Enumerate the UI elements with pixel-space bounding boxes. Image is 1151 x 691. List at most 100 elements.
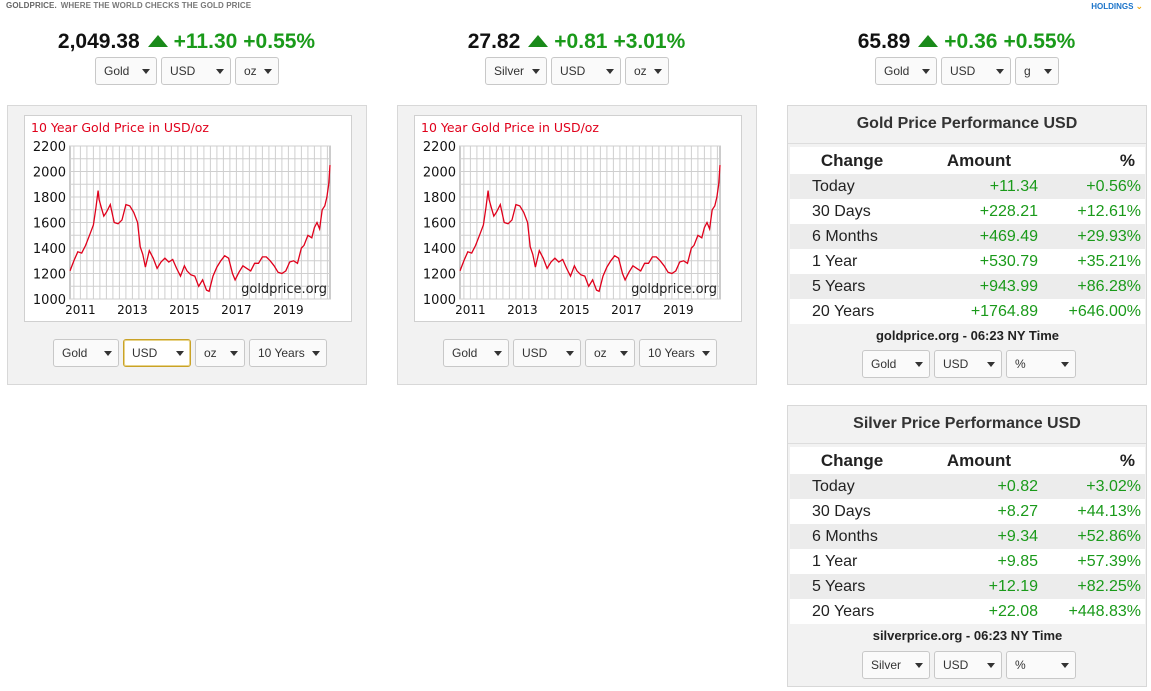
y-tick-label: 1200 (423, 268, 456, 283)
table-header: Change Amount % (790, 147, 1145, 174)
currency-select[interactable]: USD (551, 57, 621, 85)
caret-down-icon (1044, 68, 1052, 74)
metal-select[interactable]: Silver (862, 651, 930, 679)
caret-down-icon (996, 68, 1004, 74)
ticker-selectors: Silver USD oz (485, 57, 669, 85)
gold-price-ticker: 2,049.38 +11.30 +0.55% (0, 30, 373, 54)
x-tick-label: 2011 (65, 303, 96, 317)
caret-down-icon (702, 350, 710, 356)
column-header: Change (790, 147, 914, 174)
unit-select[interactable]: g (1015, 57, 1059, 85)
performance-table: Change Amount % Today +11.34 +0.56% 30 Day… (790, 147, 1145, 324)
table-row: 5 Years +943.99 +86.28% (790, 274, 1145, 299)
chevron-down-icon: ⌄ (1135, 1, 1143, 11)
table-row: 1 Year +9.85 +57.39% (790, 549, 1145, 574)
table-header: Change Amount % (790, 447, 1145, 474)
currency-select[interactable]: USD (161, 57, 231, 85)
chart-selectors: Gold USD oz 10 Years (443, 339, 717, 367)
y-tick-label: 1800 (423, 191, 456, 206)
y-tick-label: 1400 (33, 242, 66, 257)
ticker-price: 2,049.38 (57, 30, 140, 53)
x-tick-label: 2019 (273, 303, 304, 317)
y-tick-label: 1600 (423, 217, 456, 232)
chart-panel: 10 Year Gold Price in USD/oz 1000 1200 1400… (7, 105, 367, 385)
caret-down-icon (915, 361, 923, 367)
currency-select[interactable]: USD (934, 350, 1002, 378)
caret-down-icon (494, 350, 502, 356)
y-tick-label: 1600 (33, 217, 66, 232)
caret-down-icon (922, 68, 930, 74)
unit-select[interactable]: oz (625, 57, 669, 85)
ticker-price: 27.82 (467, 30, 521, 53)
metal-select[interactable]: Gold (53, 339, 119, 367)
chart-title: 10 Year Gold Price in USD/oz (31, 120, 209, 135)
site-logo[interactable]: GOLDPRICE. WHERE THE WORLD CHECKS THE GOL… (6, 1, 251, 10)
currency-select[interactable]: USD (941, 57, 1011, 85)
caret-down-icon (606, 68, 614, 74)
y-tick-label: 1000 (33, 293, 66, 308)
column-header: % (1044, 447, 1145, 474)
caret-down-icon (230, 350, 238, 356)
unit-select[interactable]: oz (195, 339, 245, 367)
unit-select[interactable]: oz (235, 57, 279, 85)
chart-watermark: goldprice.org (241, 282, 327, 297)
panel-title: Silver Price Performance USD (788, 406, 1146, 444)
gold-price-chart: 10 Year Gold Price in USD/oz 1000 1200 1400… (31, 120, 331, 317)
ticker-price: 65.89 (857, 30, 911, 53)
x-tick-label: 2017 (221, 303, 252, 317)
currency-select[interactable]: USD (934, 651, 1002, 679)
brand-name: GOLDPRICE. (6, 1, 57, 10)
period-select[interactable]: 10 Years (639, 339, 717, 367)
ticker-change: +11.30 (173, 30, 238, 53)
holdings-menu[interactable]: HOLDINGS ⌄ (1091, 1, 1143, 12)
column-header: Change (790, 447, 914, 474)
ticker-change: +0.36 (944, 30, 998, 53)
y-tick-label: 2000 (33, 166, 66, 181)
y-tick-label: 1200 (33, 268, 66, 283)
table-row: 5 Years +12.19 +82.25% (790, 574, 1145, 599)
metal-select[interactable]: Gold (875, 57, 937, 85)
caret-down-icon (176, 350, 184, 356)
x-tick-label: 2011 (455, 303, 486, 317)
display-select[interactable]: % (1006, 651, 1076, 679)
holdings-label: HOLDINGS (1091, 2, 1134, 11)
unit-select[interactable]: oz (585, 339, 635, 367)
currency-select[interactable]: USD (123, 339, 191, 367)
metal-select[interactable]: Gold (443, 339, 509, 367)
column-header: % (1044, 147, 1145, 174)
table-row: Today +11.34 +0.56% (790, 174, 1145, 199)
y-tick-label: 1000 (423, 293, 456, 308)
x-tick-label: 2015 (169, 303, 200, 317)
metal-select[interactable]: Silver (485, 57, 547, 85)
display-select[interactable]: % (1006, 350, 1076, 378)
chart-watermark: goldprice.org (631, 282, 717, 297)
ticker-change: +0.81 (554, 30, 608, 53)
chart-title: 10 Year Gold Price in USD/oz (421, 120, 599, 135)
ticker-percent: +0.55% (1003, 30, 1076, 53)
silver-performance-panel: Silver Price Performance USD Change Amou… (787, 405, 1147, 687)
chart-panel: 10 Year Gold Price in USD/oz 1000 1200 1400… (397, 105, 757, 385)
metal-select[interactable]: Gold (862, 350, 930, 378)
column-header: Amount (914, 147, 1044, 174)
y-tick-label: 1400 (423, 242, 456, 257)
table-row: 1 Year +530.79 +35.21% (790, 249, 1145, 274)
arrow-up-icon (147, 34, 168, 47)
table-row: 30 Days +8.27 +44.13% (790, 499, 1145, 524)
table-row: 20 Years +22.08 +448.83% (790, 599, 1145, 624)
table-row: Today +0.82 +3.02% (790, 474, 1145, 499)
period-select[interactable]: 10 Years (249, 339, 327, 367)
caret-down-icon (566, 350, 574, 356)
table-row: 6 Months +469.49 +29.93% (790, 224, 1145, 249)
brand-tagline: WHERE THE WORLD CHECKS THE GOLD PRICE (60, 1, 252, 10)
source-timestamp: silverprice.org - 06:23 NY Time (872, 628, 1063, 643)
chart-selectors: Gold USD oz 10 Years (53, 339, 327, 367)
y-tick-label: 2200 (423, 140, 456, 155)
table-row: 20 Years +1764.89 +646.00% (790, 299, 1145, 324)
price-line (69, 165, 331, 293)
y-tick-label: 2000 (423, 166, 456, 181)
currency-select[interactable]: USD (513, 339, 581, 367)
performance-selectors: Gold USD % (862, 350, 1076, 378)
x-tick-label: 2013 (507, 303, 538, 317)
metal-select[interactable]: Gold (95, 57, 157, 85)
ticker-selectors: Gold USD g (875, 57, 1059, 85)
